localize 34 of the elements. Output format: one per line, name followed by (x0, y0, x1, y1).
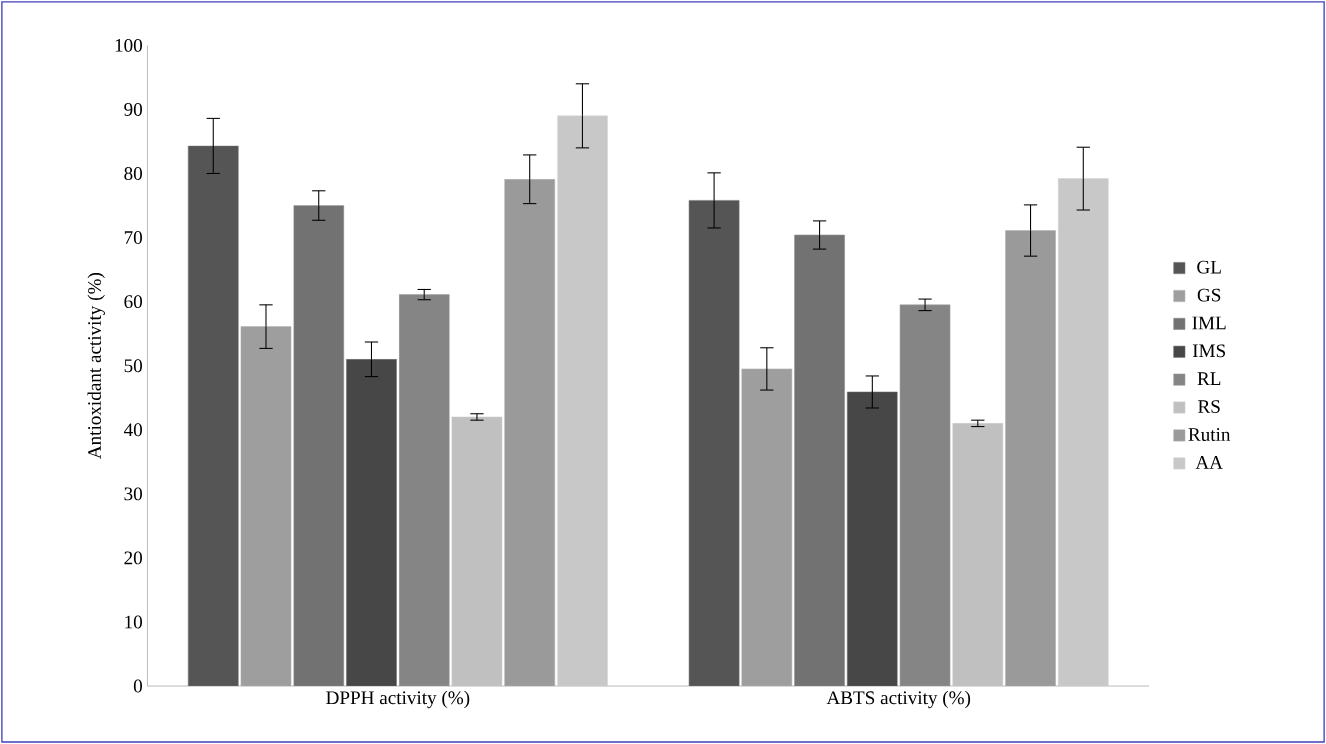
bar (240, 326, 292, 687)
y-tick-label: 30 (124, 487, 142, 501)
x-tick-label: ABTS activity (%) (826, 690, 971, 709)
y-tick-label: 20 (124, 551, 142, 565)
bar (293, 205, 345, 687)
bar (794, 234, 845, 687)
bar (741, 368, 793, 687)
bar (847, 391, 898, 687)
y-tick-label: 70 (124, 231, 142, 245)
bar (952, 423, 1004, 687)
y-tick-label: 40 (123, 423, 142, 437)
y-tick-label: 10 (125, 615, 142, 629)
bar (346, 359, 397, 687)
y-tick-label: 100 (115, 38, 142, 52)
legend-label: AA (1195, 456, 1223, 469)
y-axis-title: Antioxidant activity (%) (87, 273, 105, 460)
y-tick-label: 80 (124, 167, 142, 180)
legend-label: Rutin (1188, 428, 1231, 442)
bar (451, 416, 503, 687)
x-tick-label: DPPH activity (%) (326, 690, 470, 709)
y-tick-label: 60 (124, 295, 142, 309)
bar (504, 179, 556, 687)
y-tick-label: 0 (133, 679, 142, 693)
legend-label: RS (1198, 400, 1220, 414)
bar (688, 200, 740, 687)
legend-label: RL (1197, 372, 1221, 385)
bar (1005, 230, 1056, 687)
y-tick-label: 90 (124, 103, 142, 116)
bar (187, 145, 239, 687)
y-tick-label: 50 (124, 359, 142, 373)
legend-label: GS (1197, 288, 1221, 302)
legend-label: GL (1197, 260, 1221, 274)
legend-label: IMS (1192, 344, 1226, 358)
legend-label: IML (1192, 316, 1226, 330)
